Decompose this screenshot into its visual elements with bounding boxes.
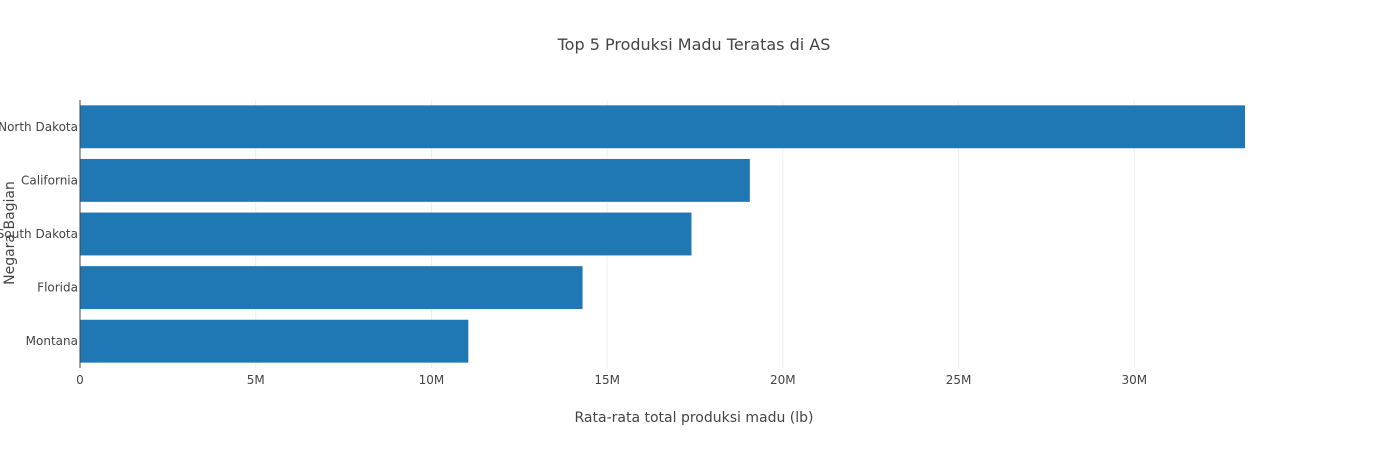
x-tick-label: 0 xyxy=(76,373,84,387)
bar xyxy=(80,266,583,310)
x-tick-label: 25M xyxy=(946,373,972,387)
x-tick-label: 10M xyxy=(419,373,445,387)
x-tick-label: 30M xyxy=(1121,373,1147,387)
y-axis-title: Negara Bagian xyxy=(2,181,18,285)
axes: 0 5M 10M 15M 20M 25M 30M North Dakota California… xyxy=(0,100,1147,387)
x-axis-title: Rata-rata total produksi madu (lb) xyxy=(575,410,814,426)
y-tick-label: Montana xyxy=(26,334,78,348)
y-tick-label: North Dakota xyxy=(0,120,78,134)
y-tick-label: Florida xyxy=(37,281,78,295)
x-tick-label: 20M xyxy=(770,373,796,387)
y-tick-label: South Dakota xyxy=(0,227,78,241)
bars xyxy=(80,105,1245,363)
bar xyxy=(80,158,750,202)
y-tick-label: California xyxy=(21,173,78,187)
bar xyxy=(80,319,469,363)
bar xyxy=(80,212,692,256)
chart-title: Top 5 Produksi Madu Teratas di AS xyxy=(557,35,831,54)
bar xyxy=(80,105,1245,149)
x-tick-label: 15M xyxy=(594,373,620,387)
x-tick-label: 5M xyxy=(247,373,265,387)
